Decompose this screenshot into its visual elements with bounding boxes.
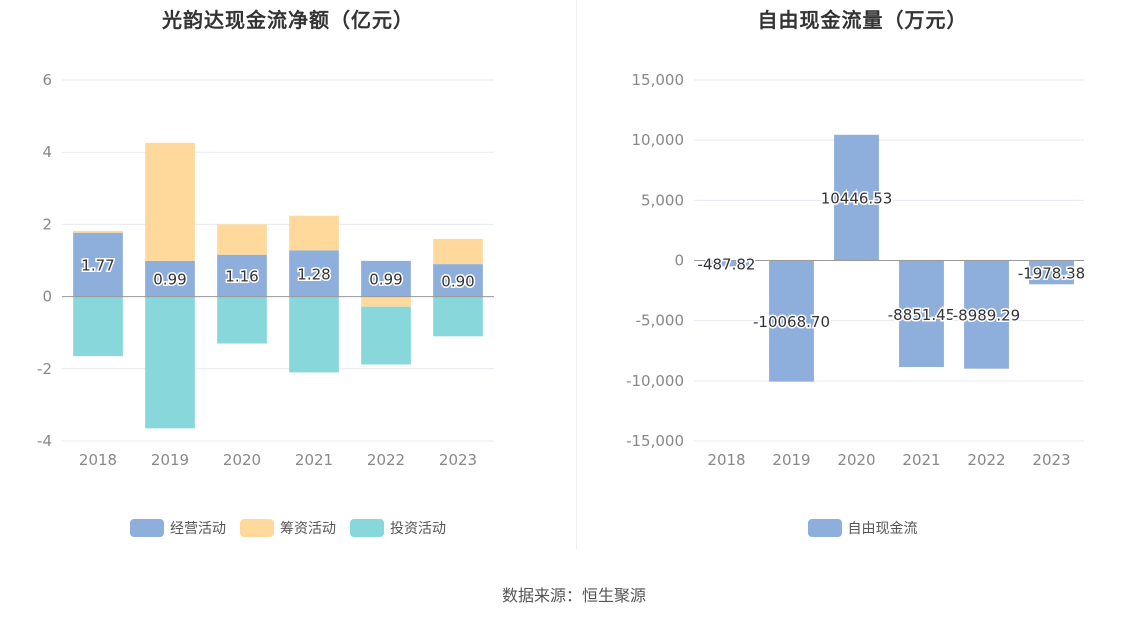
y-tick-label: 10,000 <box>632 131 685 149</box>
legend-item[interactable]: 投资活动 <box>350 518 446 538</box>
bar <box>769 260 814 382</box>
legend-label: 自由现金流 <box>847 521 918 537</box>
cash-flow-chart-panel: 光韵达现金流净额（亿元） -4 -2 0 2 4 6 2018 2019 2020 2021 202… <box>0 0 576 550</box>
bar <box>361 306 411 365</box>
bar <box>73 230 123 233</box>
data-label: 10446.53 <box>821 190 893 208</box>
data-label: -10068.70 <box>753 313 830 331</box>
bar <box>433 238 483 265</box>
y-tick-label: -2 <box>37 360 52 378</box>
x-tick-label: 2023 <box>1032 451 1070 469</box>
data-label: 1.28 <box>297 265 330 283</box>
bar <box>899 260 944 368</box>
bar <box>361 260 411 297</box>
data-label: -8989.29 <box>953 307 1020 325</box>
data-label: -8851.45 <box>888 306 955 324</box>
bar <box>217 224 267 255</box>
bar <box>704 260 749 267</box>
x-tick-label: 2018 <box>79 451 117 469</box>
bar <box>73 232 123 297</box>
bar <box>289 215 339 251</box>
bar <box>289 250 339 297</box>
y-tick-label: 0 <box>674 252 684 270</box>
x-tick-label: 2022 <box>967 451 1005 469</box>
bar <box>433 296 483 337</box>
legend-swatch <box>130 519 164 537</box>
x-tick-label: 2019 <box>151 451 189 469</box>
y-tick-label: -4 <box>37 432 52 450</box>
bar <box>834 134 879 261</box>
x-tick-label: 2021 <box>902 451 940 469</box>
x-tick-label: 2021 <box>295 451 333 469</box>
data-label: 1.77 <box>81 257 114 275</box>
chart-title: 光韵达现金流净额（亿元） <box>162 8 414 32</box>
legend-label: 投资活动 <box>390 521 446 537</box>
y-tick-label: 6 <box>42 71 52 89</box>
bar <box>289 296 339 373</box>
bar <box>73 296 123 357</box>
y-tick-label: 0 <box>42 288 52 306</box>
x-tick-label: 2018 <box>707 451 745 469</box>
y-tick-label: -15,000 <box>626 432 684 450</box>
chart-title: 自由现金流量（万元） <box>757 8 968 32</box>
data-label: 1.16 <box>225 268 258 286</box>
free-cash-flow-chart-panel: 自由现金流量（万元） -15,000 -10,000 -5,000 0 5,000 10,… <box>577 0 1148 550</box>
bar <box>964 260 1009 369</box>
y-tick-label: 15,000 <box>632 71 685 89</box>
x-tick-label: 2020 <box>223 451 261 469</box>
data-source-note: 数据来源：恒生聚源 <box>501 586 646 605</box>
cash-flow-chart-plot: -4 -2 0 2 4 6 2018 2019 2020 2021 2022 2023 1.77 0.99… <box>37 71 494 469</box>
y-tick-label: -5,000 <box>636 312 684 330</box>
legend-item[interactable]: 筹资活动 <box>240 518 336 538</box>
bar <box>433 264 483 297</box>
data-label: -1978.38 <box>1018 264 1085 282</box>
data-label: 0.90 <box>441 272 474 290</box>
bar <box>217 296 267 344</box>
data-label: 0.99 <box>369 271 402 289</box>
legend-item[interactable]: 经营活动 <box>130 518 226 538</box>
bar <box>1029 260 1074 285</box>
y-tick-label: -10,000 <box>626 372 684 390</box>
legend-label: 筹资活动 <box>280 521 336 537</box>
bar <box>361 296 411 307</box>
legend-swatch <box>350 519 384 537</box>
y-tick-label: 4 <box>42 143 52 161</box>
legend-swatch <box>807 519 842 537</box>
x-tick-label: 2023 <box>439 451 477 469</box>
cash-flow-legend: 经营活动 筹资活动 投资活动 <box>0 518 576 538</box>
data-label: 0.99 <box>153 271 186 289</box>
x-tick-label: 2020 <box>837 451 875 469</box>
bar <box>145 260 195 297</box>
free-cash-flow-legend: 自由现金流 <box>577 518 1148 538</box>
legend-swatch <box>240 519 274 537</box>
bar <box>145 142 195 261</box>
panel-divider <box>576 0 577 550</box>
free-cash-flow-chart-plot: -15,000 -10,000 -5,000 0 5,000 10,000 15,000 20… <box>626 71 1087 469</box>
x-tick-label: 2019 <box>772 451 810 469</box>
y-tick-label: 2 <box>42 215 52 233</box>
legend-item[interactable]: 自由现金流 <box>807 518 918 538</box>
legend-label: 经营活动 <box>170 521 226 537</box>
x-tick-label: 2022 <box>367 451 405 469</box>
data-label: -487.82 <box>698 255 756 273</box>
y-tick-label: 5,000 <box>641 191 684 209</box>
bar <box>145 296 195 429</box>
bar <box>217 254 267 297</box>
